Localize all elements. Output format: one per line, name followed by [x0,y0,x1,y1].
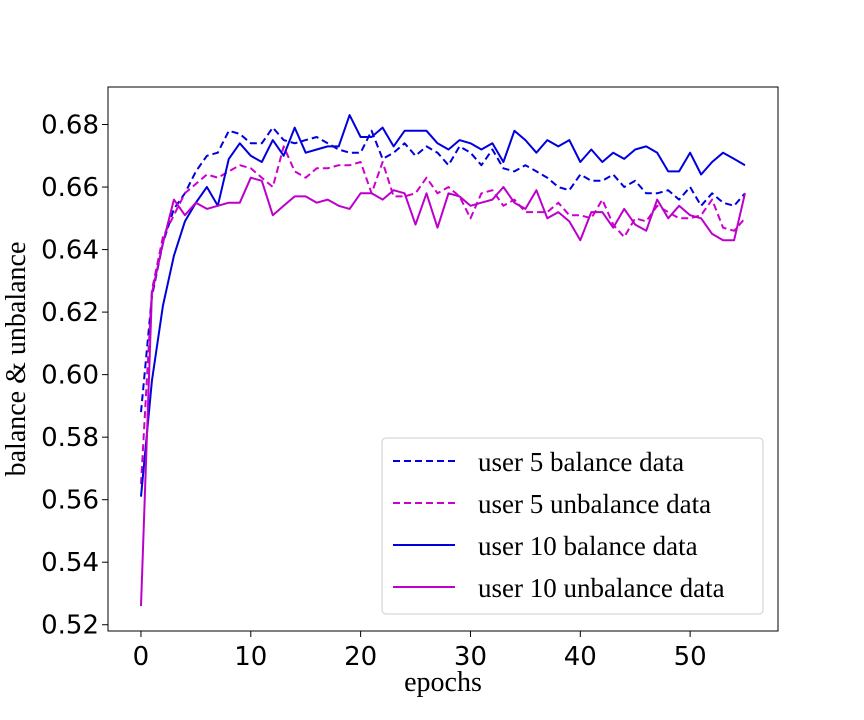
series-line-3 [140,176,746,607]
legend: user 5 balance data user 5 unbalance dat… [381,437,764,615]
legend-frame [381,437,764,615]
legend-label-user10-balance: user 10 balance data [478,531,698,561]
y-axis-ticks: 0.52 0.54 0.56 0.58 0.60 0.62 0.64 0.66 0.68 [41,111,108,641]
x-tick-label: 20 [344,642,377,672]
x-tick-label: 10 [234,642,267,672]
x-axis-ticks: 0 10 20 30 40 50 [133,631,707,672]
x-tick-label: 40 [564,642,597,672]
y-tick-label: 0.56 [41,486,99,516]
plot-frame [107,86,779,632]
y-tick-label: 0.62 [41,298,99,328]
y-tick-label: 0.64 [41,236,99,266]
series-layer [140,114,746,607]
series-line-2 [140,114,746,497]
y-tick-label: 0.54 [41,548,99,578]
y-tick-label: 0.66 [41,173,99,203]
series-line-1 [140,145,746,485]
y-tick-label: 0.58 [41,423,99,453]
y-tick-label: 0.60 [41,361,99,391]
legend-label-user10-unbalance: user 10 unbalance data [478,573,725,603]
y-axis-label: balance & unbalance [1,242,32,477]
x-tick-label: 0 [133,642,150,672]
x-axis-label: epochs [404,667,482,698]
y-tick-label: 0.52 [41,611,99,641]
legend-label-user5-unbalance: user 5 unbalance data [478,489,711,519]
y-tick-label: 0.68 [41,111,99,141]
x-tick-label: 30 [454,642,487,672]
x-tick-label: 50 [674,642,707,672]
legend-label-user5-balance: user 5 balance data [478,447,684,477]
